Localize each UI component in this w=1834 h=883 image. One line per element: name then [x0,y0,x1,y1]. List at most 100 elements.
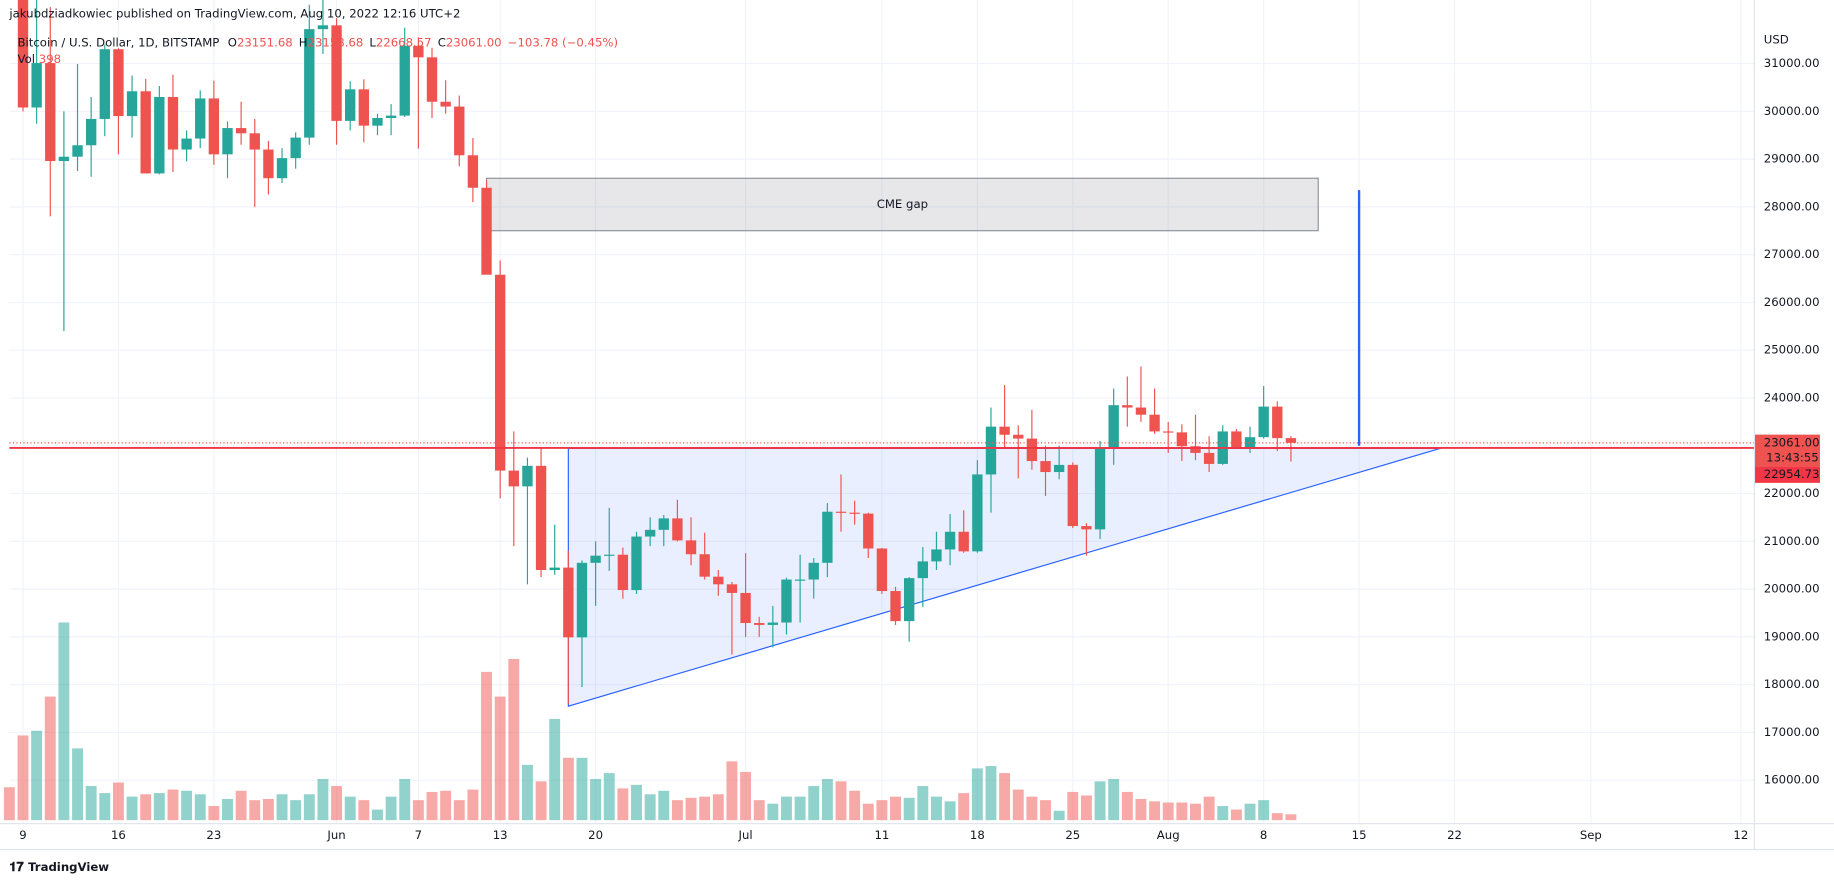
volume-bar [781,796,792,821]
volume-bar [235,790,247,821]
y-tick-label: 18000.00 [1764,677,1820,691]
volume-bar [508,658,520,821]
volume-bar [958,793,970,821]
volume-bar [1012,789,1024,821]
candle-body [604,554,615,556]
candle-body [713,576,724,585]
candle-body [644,529,656,537]
volume-bar [767,803,779,821]
volume-bar [930,796,942,821]
volume-bar [208,806,220,821]
volume-bar [399,778,411,821]
volume-bar [999,773,1011,821]
candle-body [1203,452,1215,464]
candle-body [263,149,274,179]
cme-gap-box [486,177,1319,232]
candle-body [1190,446,1201,453]
candle-body [58,156,70,162]
ohlc-key: C [438,35,446,49]
volume-bar [453,800,465,821]
candle-body [399,45,410,116]
x-tick-label: Jul [738,828,753,842]
volume-bar [481,671,492,821]
candle-body [126,91,138,117]
candle-body [1067,464,1078,527]
volume-bar [535,781,547,821]
candle-body [1026,438,1038,462]
candle-body [535,465,547,570]
volume-bar [126,796,138,821]
symbol: Bitcoin / U.S. Dollar, 1D, BITSTAMP [18,35,220,49]
candle-body [331,25,342,121]
candle-body [167,96,179,150]
candle-body [290,137,301,159]
volume-bar [99,793,111,821]
x-tick-label: 16 [111,828,126,842]
volume-bar [331,786,343,821]
volume-bar [44,696,56,821]
volume-bar [862,803,874,821]
volume-bar [276,794,288,821]
candle-body [999,426,1010,435]
volume-bar [112,782,124,821]
volume-bar [317,778,329,821]
countdown: 13:43:55 [1766,451,1818,465]
candle-body [45,63,56,162]
candle-body [522,465,533,487]
volume-legend: Vol 398 [18,51,62,65]
ohlc-row: Bitcoin / U.S. Dollar, 1D, BITSTAMP O231… [18,35,619,49]
volume-bar [1190,803,1201,821]
volume-bar [1121,791,1133,821]
volume-bar [1108,778,1120,821]
x-tick-label: 18 [970,828,985,842]
y-tick-label: 31000.00 [1764,56,1820,70]
candle-body [208,98,220,155]
candle-body [222,128,233,155]
candle-body [699,554,710,577]
last-price-label: 23061.00 [1764,435,1820,449]
candle-body [563,567,574,638]
candle-body [140,91,151,174]
candle-body [631,536,642,591]
ohlc-value: 23151.68 [237,35,293,49]
candle-body [767,622,779,625]
candle-body [481,187,492,275]
volume-bar [576,757,588,821]
candle-body [617,554,629,591]
candle-body [17,0,29,108]
volume-bar [917,786,929,821]
candle-body [195,98,206,139]
hline-label: 22954.73 [1764,467,1820,481]
volume-bar [631,784,642,821]
currency: USD [1764,32,1789,46]
y-tick-label: 17000.00 [1764,725,1820,739]
candle-body [304,29,315,138]
volume-bar [808,786,820,821]
volume-bar [1040,800,1051,821]
volume-bar [644,794,656,821]
volume-bar [1203,796,1215,821]
candle-body [672,518,683,541]
candle-body [385,115,397,119]
y-tick-label: 27000.00 [1764,247,1820,261]
x-tick-label: 12 [1733,828,1748,842]
candle-body [1013,434,1024,439]
volume-bar [1285,814,1297,821]
volume-bar [1026,796,1038,821]
volume-bar [17,735,29,821]
volume-bar [699,796,711,821]
volume-bar [712,794,724,821]
volume-bar [372,809,383,821]
ohlc-key: L [369,35,376,49]
candle-body [31,63,42,108]
volume-bar [222,798,233,821]
x-tick-label: 11 [874,828,889,842]
candle-body [440,101,451,107]
y-tick-label: 25000.00 [1764,343,1820,357]
volume-bar [262,798,274,821]
volume-bar [467,789,479,821]
candle-body [931,549,942,562]
candle-body [1176,432,1188,447]
